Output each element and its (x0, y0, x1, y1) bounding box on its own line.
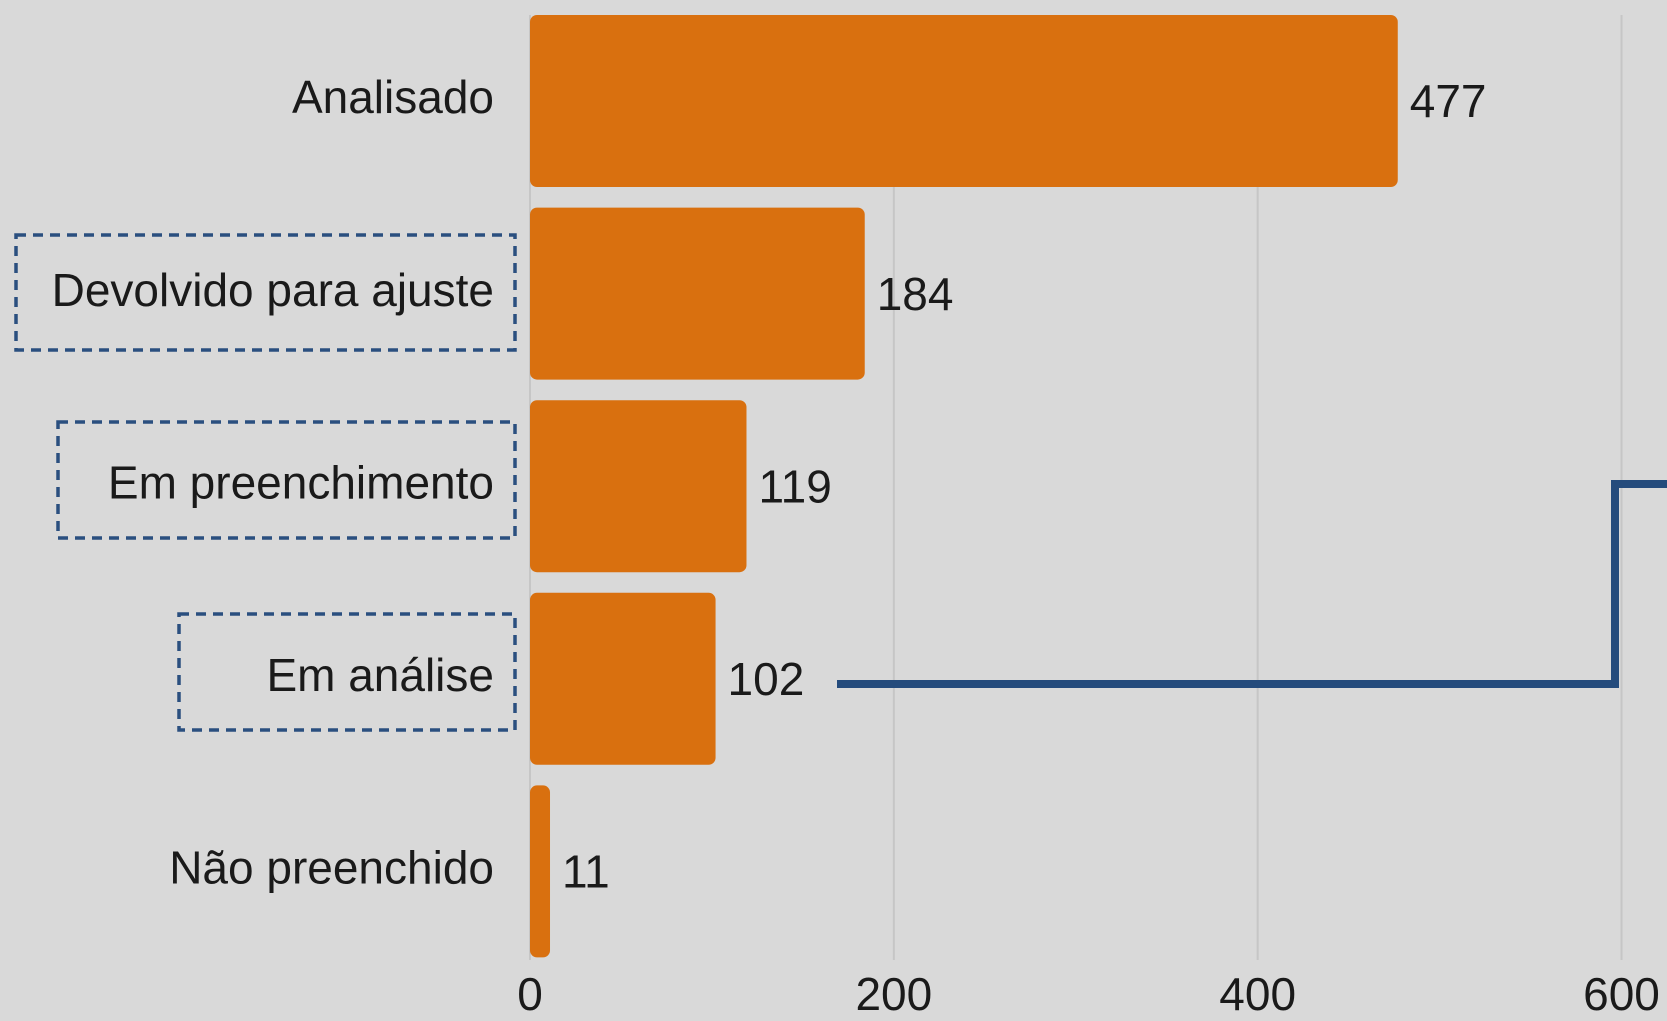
bars (530, 15, 1398, 958)
highlight-box (56, 420, 517, 540)
x-tick-label: 600 (1583, 968, 1660, 1020)
bar (530, 592, 716, 765)
connector-line (837, 480, 1667, 688)
highlight-box (177, 612, 517, 732)
x-tick-label: 400 (1219, 968, 1296, 1020)
value-label: 477 (1410, 75, 1487, 127)
value-label: 184 (877, 268, 954, 320)
bar (530, 400, 747, 573)
category-label: Em análise (266, 649, 494, 701)
bar (530, 785, 551, 958)
value-label: 11 (562, 846, 610, 898)
highlight-boxes (14, 233, 517, 732)
category-label: Não preenchido (169, 842, 494, 894)
x-tick-label: 200 (855, 968, 932, 1020)
category-label: Em preenchimento (108, 456, 494, 508)
category-label: Devolvido para ajuste (52, 264, 494, 316)
bar (530, 207, 865, 380)
value-label: 119 (758, 460, 831, 512)
x-tick-label: 0 (517, 968, 543, 1020)
category-label: Analisado (292, 71, 494, 123)
bar (530, 15, 1398, 187)
value-label: 102 (728, 653, 805, 705)
